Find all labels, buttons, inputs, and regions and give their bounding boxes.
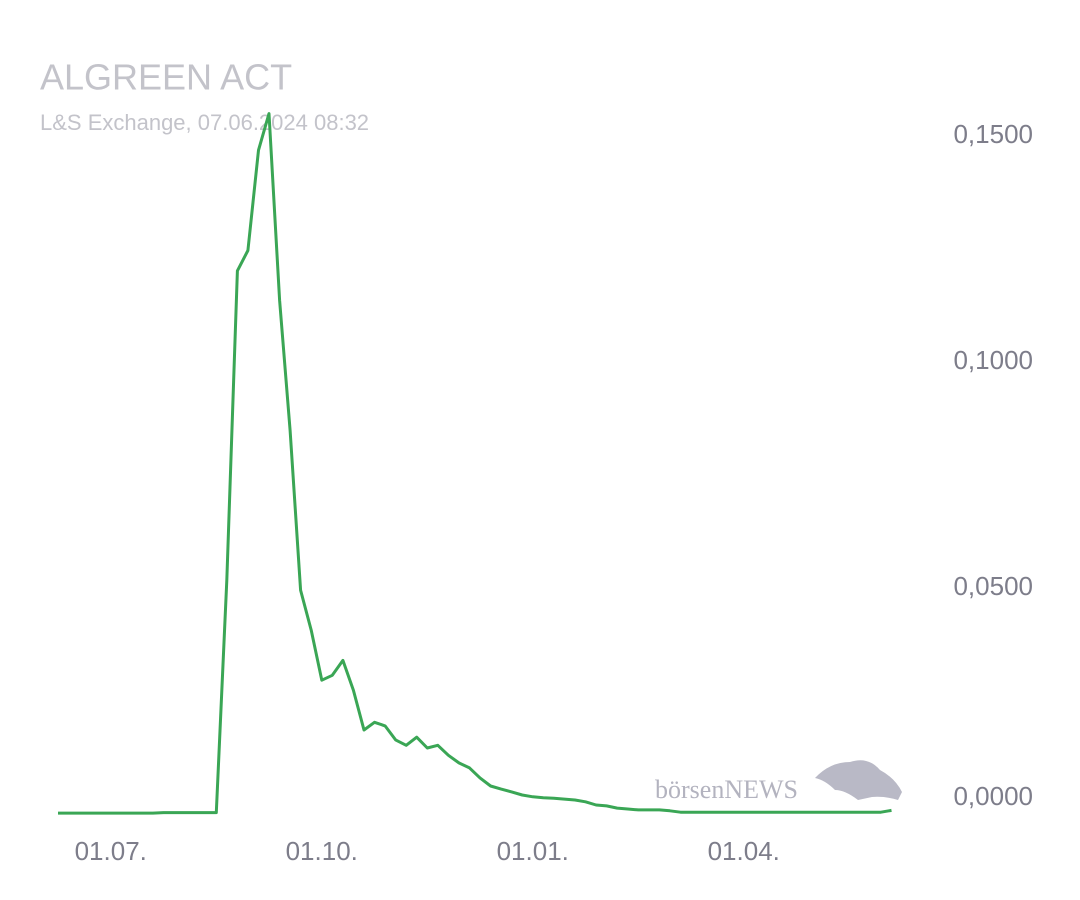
y-tick-label: 0,0000 — [953, 781, 1033, 811]
y-tick-label: 0,1000 — [953, 345, 1033, 375]
price-line — [58, 112, 892, 815]
y-tick-label: 0,1500 — [953, 119, 1033, 149]
x-tick-label: 01.10. — [286, 836, 358, 866]
y-tick-label: 0,0500 — [953, 571, 1033, 601]
watermark: börsenNEWS — [655, 775, 798, 804]
x-tick-label: 01.07. — [75, 836, 147, 866]
chart-subtitle: L&S Exchange, 07.06.2024 08:32 — [40, 110, 369, 135]
chart-title: ALGREEN ACT — [40, 57, 292, 98]
x-tick-label: 01.04. — [708, 836, 780, 866]
watermark-logo: börsenNEWS — [655, 760, 902, 804]
x-tick-label: 01.01. — [497, 836, 569, 866]
